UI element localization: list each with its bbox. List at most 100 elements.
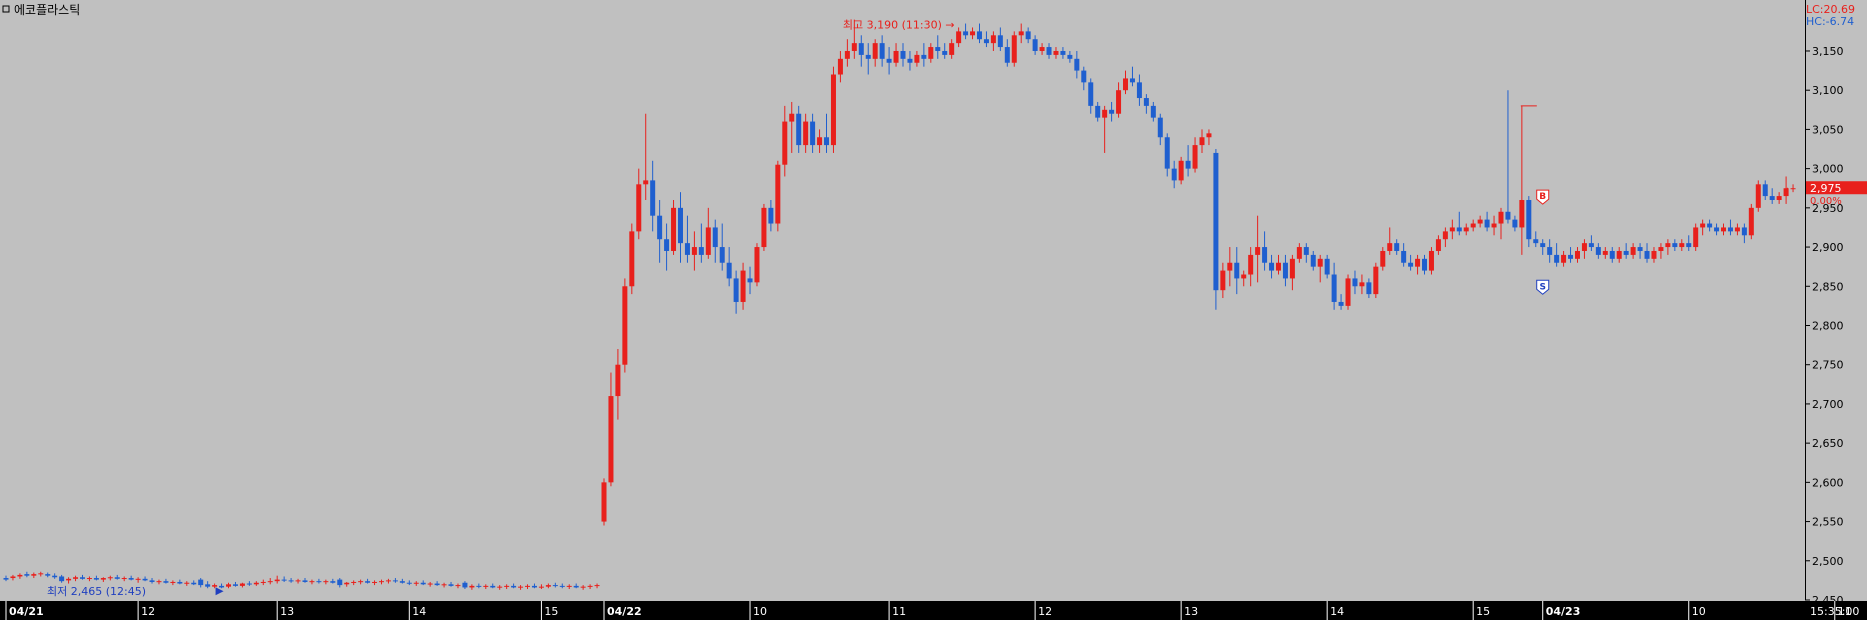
- candle: [1067, 50, 1073, 63]
- candle-body: [497, 586, 503, 588]
- candle: [1136, 74, 1142, 106]
- candle: [86, 576, 92, 582]
- candle-body: [1658, 247, 1664, 251]
- candle: [1554, 243, 1560, 267]
- candle: [1345, 274, 1351, 310]
- candle-body: [1470, 223, 1476, 228]
- candle: [205, 581, 211, 589]
- candle: [1227, 247, 1233, 287]
- candle-body: [1776, 196, 1782, 200]
- candle-body: [1234, 262, 1240, 279]
- candle: [970, 27, 976, 40]
- candle: [1317, 254, 1323, 283]
- candle-body: [1178, 160, 1184, 181]
- x-tick-label: 04/22: [607, 605, 642, 618]
- candle-body: [545, 585, 551, 587]
- candle: [3, 575, 9, 582]
- candle-body: [378, 581, 384, 583]
- candle: [518, 585, 524, 590]
- candle: [754, 243, 760, 287]
- candle-body: [956, 31, 962, 44]
- candle: [73, 575, 79, 582]
- candle: [1352, 270, 1358, 295]
- candle: [469, 584, 475, 590]
- candle-body: [733, 278, 739, 302]
- current-price-label: 2,975: [1810, 182, 1842, 195]
- candle-body: [1463, 227, 1469, 232]
- y-tick-label: 2,900: [1812, 241, 1844, 254]
- candle-body: [1310, 254, 1316, 267]
- candle: [664, 223, 670, 271]
- candle-body: [1755, 184, 1761, 208]
- candle: [545, 583, 551, 589]
- candle-body: [1714, 227, 1720, 232]
- y-tick-label: 3,100: [1812, 84, 1844, 97]
- candle: [1547, 239, 1553, 263]
- candle: [128, 575, 134, 581]
- candle-body: [1477, 219, 1483, 224]
- candle: [309, 579, 315, 585]
- x-tick-label: 15: [544, 605, 558, 618]
- x-tick-label: 10: [753, 605, 767, 618]
- candle: [1651, 247, 1657, 263]
- candle-body: [914, 54, 920, 63]
- candle-body: [886, 58, 892, 63]
- candle: [427, 581, 433, 587]
- y-tick-label: 2,650: [1812, 437, 1844, 450]
- candle-body: [1185, 160, 1191, 169]
- candle: [1568, 247, 1574, 263]
- candle: [1241, 270, 1247, 287]
- candle-body: [851, 43, 857, 51]
- candle-body: [1366, 282, 1372, 295]
- candle-body: [900, 50, 906, 59]
- candle: [511, 583, 517, 589]
- candle-body: [1171, 168, 1177, 181]
- candle-body: [1317, 258, 1323, 267]
- candle: [399, 578, 405, 584]
- candle: [114, 574, 120, 580]
- candle: [921, 43, 927, 67]
- candle: [538, 584, 544, 590]
- candle: [872, 39, 878, 67]
- candle-body: [872, 43, 878, 59]
- candle-body: [1595, 247, 1601, 255]
- candle-body: [93, 578, 99, 580]
- candle: [824, 113, 830, 153]
- candle: [434, 581, 440, 586]
- candle: [177, 579, 183, 585]
- candle-body: [1484, 219, 1490, 228]
- candle: [1734, 223, 1740, 236]
- candle-body: [531, 585, 537, 588]
- candle-body: [267, 581, 273, 583]
- candle-body: [1498, 211, 1504, 224]
- candle-body: [198, 579, 204, 586]
- candle-body: [1533, 239, 1539, 244]
- candle-body: [86, 578, 92, 580]
- candle-body: [372, 581, 378, 583]
- candle-body: [1422, 258, 1428, 271]
- x-tick-label: 13: [280, 605, 294, 618]
- candle: [761, 203, 767, 251]
- candle-body: [1102, 109, 1108, 118]
- candle-body: [1721, 227, 1727, 232]
- candle-body: [1568, 254, 1574, 259]
- candle-body: [1686, 243, 1692, 248]
- candle: [93, 575, 99, 581]
- candle-body: [684, 243, 690, 255]
- candle-body: [1088, 82, 1094, 106]
- candle-body: [330, 581, 336, 583]
- candle-body: [824, 137, 830, 146]
- candle-body: [232, 584, 238, 586]
- candle-body: [177, 581, 183, 584]
- candle: [184, 581, 190, 586]
- candle: [1623, 243, 1629, 259]
- candle-body: [601, 482, 607, 522]
- candle: [135, 577, 141, 583]
- candle-body: [490, 585, 496, 588]
- candle-body: [1491, 223, 1497, 228]
- candle: [907, 50, 913, 71]
- time-label: 15:35:00: [1810, 605, 1859, 618]
- candle-body: [149, 580, 155, 582]
- candle: [1178, 156, 1184, 185]
- y-axis: 2,450 2,500 2,550 2,600 2,650 2,700 2,750 2,800…: [1805, 45, 1844, 607]
